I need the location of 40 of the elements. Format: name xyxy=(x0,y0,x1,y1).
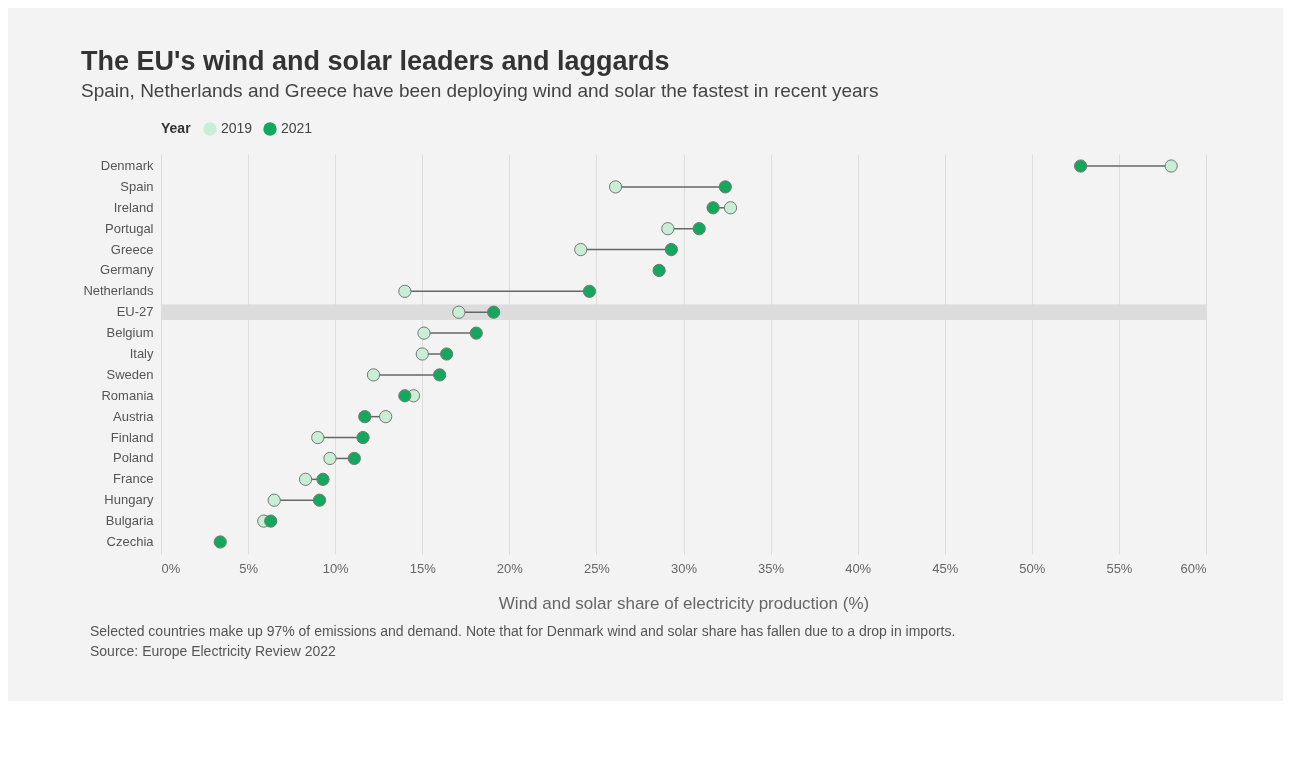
chart-subtitle: Spain, Netherlands and Greece have been deploying wind and solar the fastest in recent years xyxy=(81,80,879,101)
y-tick-label: Portugal xyxy=(105,220,154,236)
x-tick-label: 60% xyxy=(1180,560,1207,576)
x-tick-label: 15% xyxy=(409,560,437,576)
y-tick-label: Poland xyxy=(113,450,154,466)
x-tick-label: 55% xyxy=(1106,560,1133,576)
y-tick-label: Romania xyxy=(101,387,155,403)
text: Selected countries make up 97% of emissions and demand. Note that for Denmark wind and solar share has fallen due to a drop in imports. xyxy=(90,622,957,641)
y-tick-label: EU-27 xyxy=(116,304,154,320)
y-tick-label: Finland xyxy=(110,429,154,445)
y-tick-label: Ireland xyxy=(113,199,154,215)
legend-label: 2021 xyxy=(281,120,313,136)
chart-title: The EU's wind and solar leaders and laggards xyxy=(81,46,670,76)
y-tick-label: Czechia xyxy=(106,533,155,549)
x-tick-label: 40% xyxy=(845,560,872,576)
x-axis-title: Wind and solar share of electricity production (%) xyxy=(498,593,870,613)
y-tick-label: Hungary xyxy=(104,492,154,508)
y-tick-label: Greece xyxy=(110,241,154,257)
y-tick-label: Denmark xyxy=(100,158,154,174)
y-tick-label: Netherlands xyxy=(83,283,154,299)
y-tick-label: Germany xyxy=(100,262,154,278)
x-tick-label: 0% xyxy=(161,560,181,576)
x-tick-label: 25% xyxy=(583,560,611,576)
y-tick-label: Austria xyxy=(113,408,155,424)
y-tick-label: France xyxy=(113,471,154,487)
y-tick-label: Sweden xyxy=(106,366,154,382)
x-tick-label: 50% xyxy=(1019,560,1046,576)
y-tick-label: Spain xyxy=(120,178,154,194)
x-tick-label: 5% xyxy=(239,560,259,576)
legend-label: 2019 xyxy=(221,120,253,136)
x-tick-label: 45% xyxy=(932,560,959,576)
source-note: Source: Europe Electricity Review 2022 xyxy=(90,642,337,661)
y-tick-label: Italy xyxy=(129,346,154,361)
x-tick-label: 30% xyxy=(670,560,698,576)
x-tick-label: 20% xyxy=(496,560,524,576)
y-tick-label: Bulgaria xyxy=(105,513,155,529)
y-tick-label: Belgium xyxy=(106,325,154,341)
x-tick-label: 35% xyxy=(758,560,785,576)
x-tick-label: 10% xyxy=(322,560,350,576)
legend-title: Year xyxy=(161,120,192,136)
